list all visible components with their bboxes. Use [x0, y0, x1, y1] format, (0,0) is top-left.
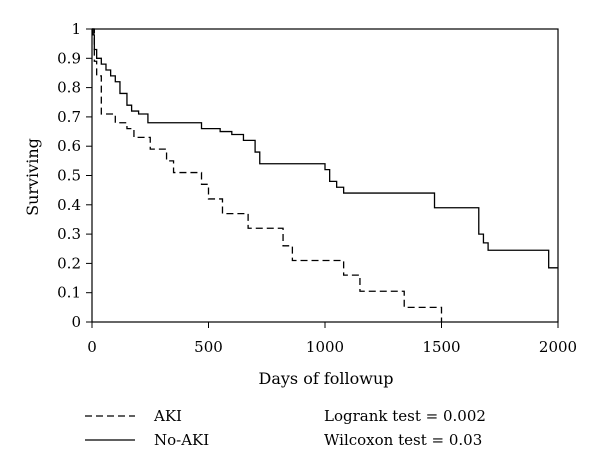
x-tick-label: 1000 — [306, 338, 344, 356]
y-tick-label: 0.4 — [57, 196, 81, 214]
series-line-no-aki — [92, 28, 558, 269]
plot-frame — [91, 28, 559, 323]
y-tick-label: 0.1 — [57, 284, 81, 302]
y-tick-label: 0 — [71, 313, 81, 331]
y-axis-title: Surviving — [23, 138, 42, 216]
y-tick-label: 0.6 — [57, 137, 81, 155]
legend: AKI No-AKI — [85, 407, 209, 449]
x-tick-label: 500 — [194, 338, 223, 356]
plot-frame-rect — [91, 28, 559, 323]
y-tick-label: 0.5 — [57, 167, 81, 185]
x-axis-title: Days of followup — [258, 369, 393, 388]
series-lines — [92, 28, 558, 322]
y-tick-label: 0.7 — [57, 108, 81, 126]
y-tick-label: 0.9 — [57, 49, 81, 67]
y-tick-label: 1 — [71, 20, 81, 38]
series-line-aki — [92, 28, 443, 322]
legend-aki-label: AKI — [153, 407, 182, 425]
x-tick-label: 0 — [87, 338, 97, 356]
legend-no-aki-label: No-AKI — [154, 431, 209, 449]
y-tick-label: 0.8 — [57, 79, 81, 97]
x-tick-label: 2000 — [539, 338, 577, 356]
y-tick-label: 0.3 — [57, 225, 81, 243]
axis-ticks: 0 0.1 0.2 0.3 0.4 0.5 0.6 0.7 0.8 0.9 1 0 500 1000 150… — [57, 20, 577, 356]
x-tick-label: 1500 — [422, 338, 460, 356]
wilcoxon-test-text: Wilcoxon test = 0.03 — [324, 431, 482, 449]
y-tick-label: 0.2 — [57, 254, 81, 272]
logrank-test-text: Logrank test = 0.002 — [324, 407, 486, 425]
